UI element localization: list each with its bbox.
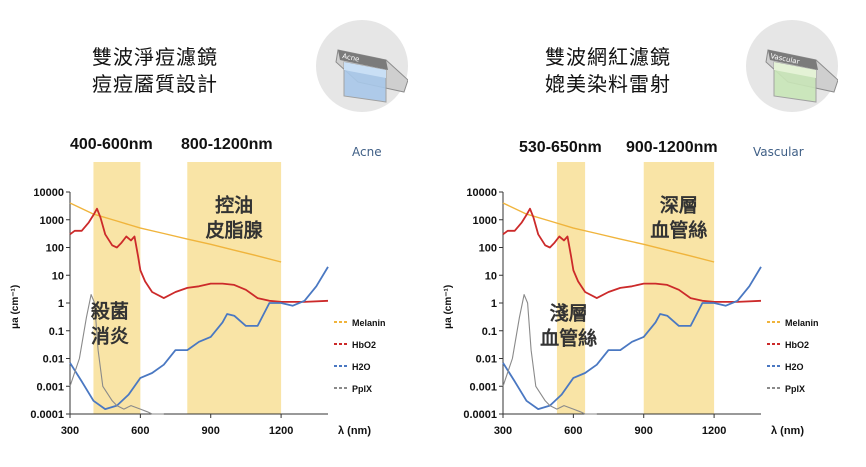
y-tick-label: 0.0001 (30, 409, 64, 421)
legend-label-hbo2: HbO2 (785, 340, 809, 350)
x-tick-label: 300 (61, 425, 79, 437)
y-tick-label: 10000 (33, 187, 64, 199)
series-line-h2o (502, 266, 762, 410)
legend-label-h2o: H2O (785, 362, 804, 372)
series-line-melanin (69, 202, 282, 263)
acne-panel: 雙波淨痘濾鏡 痘痘靥質設計 Acne Acne 400-600nm 800-12… (10, 20, 409, 437)
acne-device-label: Acne (352, 145, 382, 159)
y-tick-label: 0.001 (469, 381, 497, 393)
y-tick-label: 1000 (473, 215, 497, 227)
vascular-panel: 雙波網紅濾鏡 媲美染料雷射 Vascular Vascular 530-650n… (433, 0, 866, 467)
annotation-1-line-1: 深層 (660, 193, 698, 216)
vascular-band-label-1: 530-650nm (519, 139, 602, 156)
vascular-title-line-2: 媲美染料雷射 (545, 72, 671, 96)
y-tick-label: 10 (52, 270, 64, 282)
x-tick-label: 900 (635, 425, 653, 437)
legend-label-ppix: PpIX (352, 384, 372, 394)
annotation-1-line-1: 控油 (215, 193, 253, 216)
annotation-2-line-1: 淺層 (550, 302, 588, 325)
acne-title-line-2: 痘痘靥質設計 (92, 72, 218, 96)
y-tick-label: 0.01 (476, 354, 497, 366)
y-tick-label: 0.01 (43, 354, 64, 366)
x-axis-label: λ (nm) (338, 425, 371, 437)
series-line-ppix (502, 294, 597, 415)
y-tick-label: 1000 (40, 215, 64, 227)
wavelength-band-1 (93, 162, 141, 414)
y-tick-label: 1 (491, 298, 497, 310)
series-line-melanin (502, 202, 715, 263)
x-tick-label: 300 (494, 425, 512, 437)
y-tick-label: 10000 (466, 187, 497, 199)
acne-device-image: Acne (316, 20, 409, 112)
x-tick-label: 600 (564, 425, 582, 437)
acne-filter-tag: Acne (342, 52, 361, 63)
vascular-filter-device-icon: Vascular (765, 49, 839, 103)
annotation-2-line-2: 血管絲 (540, 327, 597, 350)
annotation-2-line-2: 消炎 (91, 325, 129, 348)
y-axis-label: μa (cm⁻¹) (443, 285, 454, 329)
acne-title: 雙波淨痘濾鏡 痘痘靥質設計 (92, 44, 218, 98)
x-axis-label: λ (nm) (771, 425, 804, 437)
legend-label-ppix: PpIX (785, 384, 805, 394)
series-line-hbo2 (502, 207, 762, 303)
legend-label-hbo2: HbO2 (352, 340, 376, 350)
annotation-1-line-2: 血管絲 (650, 218, 707, 241)
x-tick-label: 900 (202, 425, 220, 437)
vascular-band-label-2: 900-1200nm (626, 139, 718, 156)
wavelength-band-2 (187, 162, 282, 414)
vascular-absorption-chart: 10000 1000 100 10 1 0.1 0.01 0.001 0.0001 300 600 9… (443, 162, 819, 437)
acne-band-label-2: 800-1200nm (181, 136, 273, 153)
vascular-device-label: Vascular (753, 145, 804, 159)
series-line-ppix (69, 294, 164, 415)
y-tick-label: 1 (58, 298, 64, 310)
x-tick-label: 1200 (702, 425, 726, 437)
acne-band-label-1: 400-600nm (70, 136, 153, 153)
y-tick-label: 0.1 (482, 326, 497, 338)
vascular-title: 雙波網紅濾鏡 媲美染料雷射 (545, 44, 671, 98)
legend-label-melanin: Melanin (785, 318, 819, 328)
acne-filter-device-icon: Acne (335, 49, 409, 103)
vascular-title-line-1: 雙波網紅濾鏡 (545, 45, 671, 69)
x-tick-label: 600 (131, 425, 149, 437)
wavelength-band-2 (643, 162, 715, 414)
legend-label-melanin: Melanin (352, 318, 386, 328)
acne-title-line-1: 雙波淨痘濾鏡 (92, 45, 218, 69)
y-tick-label: 100 (479, 243, 497, 255)
y-tick-label: 0.001 (36, 381, 64, 393)
series-line-hbo2 (69, 207, 329, 303)
y-tick-label: 0.0001 (463, 409, 497, 421)
acne-absorption-chart: 10000 1000 100 10 1 0.1 0.01 0.001 0.0001 300 600 9… (10, 162, 386, 437)
y-tick-label: 10 (485, 270, 497, 282)
wavelength-band-1 (556, 162, 586, 414)
y-tick-label: 0.1 (49, 326, 64, 338)
annotation-1-line-2: 皮脂腺 (206, 218, 264, 241)
annotation-2-line-1: 殺菌 (90, 300, 129, 323)
series-line-h2o (69, 266, 329, 410)
legend-label-h2o: H2O (352, 362, 371, 372)
y-axis-label: μa (cm⁻¹) (10, 285, 21, 329)
vascular-device-image: Vascular (746, 20, 839, 112)
x-tick-label: 1200 (269, 425, 293, 437)
y-tick-label: 100 (46, 243, 64, 255)
